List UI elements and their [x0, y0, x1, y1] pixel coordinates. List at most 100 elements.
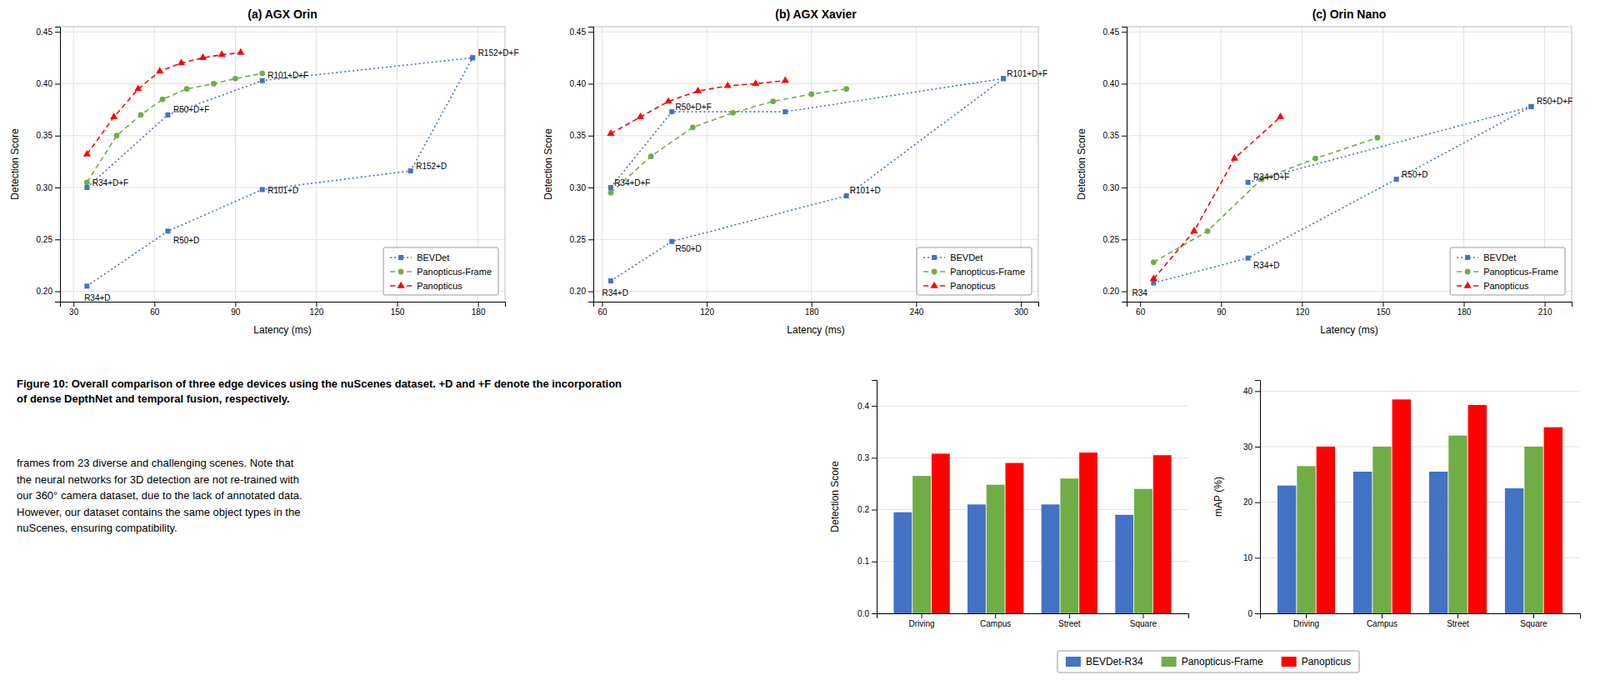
- legend-item: Panopticus: [390, 280, 463, 291]
- series-marker: [1312, 155, 1319, 162]
- bar: [1153, 455, 1172, 614]
- bar: [1115, 515, 1134, 614]
- series-line: [86, 57, 473, 188]
- annotation: R152+D: [415, 161, 447, 171]
- series-marker: [636, 112, 645, 120]
- bar: [1429, 471, 1448, 614]
- x-tick-label: Square: [1520, 619, 1548, 629]
- bar: [1372, 446, 1391, 614]
- y-tick: 0.45: [1103, 27, 1127, 37]
- y-axis-line: [588, 27, 595, 303]
- y-tick-label: 0.45: [36, 27, 54, 37]
- annotation: R34+D+F: [92, 178, 129, 188]
- legend: BEVDetPanopticus-FramePanopticus: [916, 247, 1032, 295]
- x-tick: 60: [150, 301, 160, 317]
- x-tick-label: 120: [700, 307, 715, 317]
- legend-swatch: [1281, 656, 1297, 667]
- x-tick-label: 150: [1376, 307, 1391, 317]
- x-tick-mark: [811, 301, 813, 307]
- series-marker: [408, 168, 414, 174]
- frame: [1038, 26, 1040, 302]
- x-tick-mark: [921, 613, 923, 619]
- legend: BEVDetPanopticus-FramePanopticus: [383, 247, 499, 295]
- series-marker: [138, 111, 145, 118]
- y-tick: 0.4: [857, 401, 877, 411]
- y-axis-title: Detection Score: [1075, 128, 1088, 200]
- series-marker: [165, 228, 170, 234]
- chart-title: (a) AGX Orin: [247, 7, 318, 21]
- legend-label: BEVDet: [1483, 252, 1516, 263]
- y-tick: 0.35: [1103, 130, 1127, 140]
- x-axis: 306090120150180: [60, 301, 506, 317]
- legend-label: Panopticus-Frame: [1483, 266, 1559, 277]
- annotation: R34+D: [1253, 260, 1280, 270]
- legend-swatch: [1161, 656, 1177, 667]
- grid-line: [60, 31, 505, 33]
- x-tick: 120: [1295, 301, 1310, 317]
- series-marker: [1230, 154, 1239, 161]
- legend-item: Panopticus-Frame: [390, 266, 492, 277]
- y-tick-mark: [55, 83, 60, 85]
- caption: Figure 10: Overall comparison of three e…: [16, 377, 622, 405]
- y-tick: 0.3: [857, 453, 877, 463]
- series-marker: [155, 66, 164, 74]
- x-axis-line: [1127, 302, 1573, 308]
- figure: 0.20 0.25 0.30 0.35 0.40 0.45 30 60 90 120 150 180 R…: [0, 0, 1600, 680]
- y-tick: 20: [1243, 497, 1260, 507]
- series-marker: [160, 96, 166, 103]
- y-tick-label: 0.4: [857, 401, 870, 411]
- y-tick: 0.25: [1103, 235, 1127, 245]
- bar-chart: 010203040DrivingCampusStreetSquaremAP (%…: [1212, 380, 1581, 630]
- annotation: R34+D: [601, 288, 628, 298]
- x-tick-mark: [235, 301, 236, 307]
- y-tick-label: 0.25: [1103, 235, 1120, 245]
- legend-label: Panopticus-Frame: [1181, 655, 1264, 668]
- bar: [1544, 427, 1563, 614]
- y-tick-mark: [1255, 446, 1260, 448]
- bar: [1316, 446, 1335, 614]
- x-axis-title: Latency (ms): [786, 324, 845, 336]
- y-tick-label: 0.3: [857, 453, 870, 463]
- legend-label: BEVDet: [950, 252, 983, 263]
- annotation: R50+D: [173, 235, 200, 245]
- y-tick-label: 0.35: [36, 130, 54, 140]
- y-axis-line: [55, 27, 61, 303]
- x-tick: 90: [230, 301, 241, 317]
- annotation: R101+D: [850, 185, 881, 195]
- x-tick-label: Driving: [908, 619, 935, 629]
- y-tick-label: 0.20: [570, 286, 587, 296]
- y-tick-label: 0.30: [36, 183, 54, 193]
- y-tick-mark: [588, 31, 594, 33]
- y-tick-label: 10: [1243, 553, 1254, 563]
- legend-swatch: [398, 269, 405, 275]
- y-tick: 0.30: [36, 183, 60, 193]
- y-tick-label: 0.40: [570, 79, 587, 89]
- bar: [1079, 452, 1098, 614]
- y-tick: 10: [1243, 553, 1260, 563]
- y-tick-label: 0.30: [570, 183, 587, 193]
- bar: [912, 475, 931, 614]
- grid-line: [1126, 187, 1572, 189]
- annotation: R50+D+F: [675, 102, 711, 112]
- y-tick-label: 0.40: [1103, 79, 1120, 89]
- bar: [1392, 399, 1411, 614]
- grid-line: [1126, 135, 1572, 136]
- x-tick-mark: [1220, 301, 1222, 307]
- annotation: R101+D+F: [267, 70, 309, 80]
- y-tick-label: 0.40: [36, 79, 54, 89]
- x-tick-label: Driving: [1293, 619, 1320, 629]
- y-tick-label: 30: [1243, 442, 1254, 452]
- y-tick: 0.45: [36, 27, 60, 37]
- grid-line: [154, 26, 155, 302]
- x-tick-label: 120: [310, 307, 325, 317]
- series-marker: [134, 84, 142, 91]
- x-axis-line: [60, 302, 506, 308]
- legend: BEVDet-R34Panopticus-FramePanopticus: [1057, 650, 1360, 673]
- series-marker: [782, 109, 788, 115]
- x-axis: DrivingCampusStreetSquare: [1260, 613, 1581, 629]
- x-tick: 180: [1457, 301, 1472, 317]
- legend-item: Panopticus-Frame: [1161, 655, 1264, 668]
- frame: [505, 26, 506, 302]
- grid: [60, 31, 505, 291]
- y-tick-label: 0.35: [570, 130, 587, 140]
